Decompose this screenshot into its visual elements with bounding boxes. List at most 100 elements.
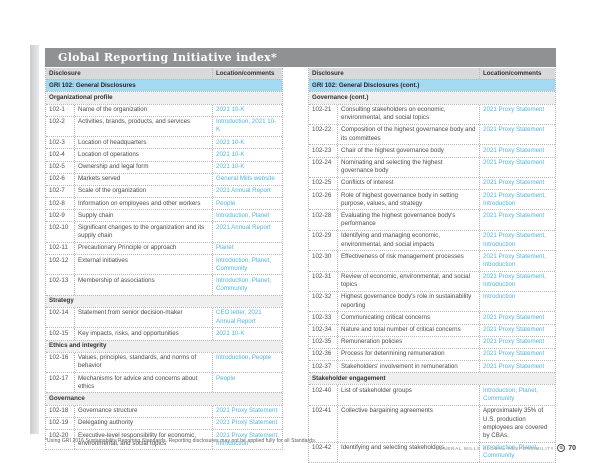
disclosure-id: 102-26 [312,191,332,199]
location-link[interactable]: 2021 Proxy Statement [479,210,555,230]
location-link[interactable]: Introduction, 2021 10-K [212,116,282,137]
location-link[interactable]: 2021 Proxy Statement [479,177,555,190]
disclosure-id: 102-29 [312,232,332,240]
location-link[interactable]: 2021 Proxy Statement [479,104,555,124]
disclosure-title: Mechanisms for advice and concerns about… [74,373,212,393]
disclosure-title: Scale of the organization [74,185,212,198]
location-link[interactable]: CEO letter, 2021 Annual Report [212,307,282,328]
disclosure-id: 102-20 [49,431,69,439]
disclosure-id: 102-30 [312,252,332,260]
gri-standard-band: GRI 102: General Disclosures (cont.) [309,79,555,92]
disclosure-id: 102-22 [312,126,332,134]
column-header-disclosure: Disclosure [49,69,81,77]
table-row: 102-42 Identifying and selecting stakehol… [309,441,555,462]
location-link[interactable]: Introduction [479,291,555,312]
table-row: 102-26 Role of highest governance body in… [309,189,555,210]
location-link[interactable]: Introduction, Planet, Community [212,275,282,295]
band-label: GRI 102: General Disclosures (cont.) [312,81,420,89]
location-link[interactable]: 2021 Proxy Statement, Introduction [212,430,282,450]
disclosure-id: 102-35 [312,338,332,346]
location-link[interactable]: 2021 Proxy Statement [479,361,555,373]
gri-table-left: Disclosure Location/comments GRI 102: Gene… [45,68,283,451]
location-link[interactable]: 2021 Proxy Statement, Introduction [479,190,555,210]
location-link[interactable]: 2021 Proxy Statement [212,417,282,429]
table-row: 102-28 Evaluating the highest governance … [309,209,555,230]
table-row: 102-9 Supply chain Introduction, Planet [46,209,282,222]
disclosure-title: Delegating authority [74,417,212,429]
location-link[interactable]: Introduction, People [212,352,282,373]
location-link[interactable]: 2021 10-K [212,161,282,173]
location-link[interactable]: 2021 Proxy Statement [479,157,555,177]
table-row: 102-23 Chair of the highest governance bo… [309,144,555,157]
disclosure-title: Executive-level responsibility for econo… [74,430,212,450]
disclosure-title: Conflicts of interest [337,177,479,190]
disclosure-title: Identifying and selecting stakeholders [337,442,479,462]
disclosure-id: 102-1 [49,106,65,114]
table-row: 102-10 Significant changes to the organiz… [46,221,282,242]
location-link[interactable]: 2021 Proxy Statement [479,336,555,348]
location-link[interactable]: 2021 Proxy Statement, Introduction [479,251,555,271]
page-footer: GENERAL MILLS GLOBAL RESPONSIBILITY G 70 [436,443,576,453]
disclosure-title: Ownership and legal form [74,161,212,173]
disclosure-id: 102-13 [49,276,69,284]
disclosure-title: Nominating and selecting the highest gov… [337,157,479,177]
disclosure-title: Activities, brands, products, and servic… [74,116,212,137]
location-text: Approximately 35% of U.S. production emp… [479,405,555,442]
location-link[interactable]: 2021 10-K [212,328,282,340]
section-band: Strategy [46,294,282,307]
location-link[interactable]: Planet [212,242,282,254]
disclosure-title: Collective bargaining agreements [337,405,479,442]
location-link[interactable]: People [212,373,282,393]
location-link[interactable]: Introduction, Planet, Community [479,385,555,405]
disclosure-title: Remuneration policies [337,336,479,348]
section-band: Stakeholder engagement [309,372,555,385]
location-link[interactable]: 2021 Proxy Statement [479,348,555,361]
gri-standard-band: GRI 102: General Disclosures [46,79,282,92]
table-row: 102-25 Conflicts of interest 2021 Proxy St… [309,176,555,190]
disclosure-title: Values, principles, standards, and norms… [74,352,212,373]
location-link[interactable]: 2021 Proxy Statement, Introduction [479,230,555,251]
disclosure-id: 102-40 [312,386,332,394]
table-row: 102-7 Scale of the organization 2021 Annua… [46,184,282,198]
disclosure-id: 102-36 [312,350,332,358]
disclosure-title: Supply chain [74,210,212,222]
table-row: 102-40 List of stakeholder groups Introduc… [309,384,555,405]
disclosure-id: 102-6 [49,175,65,183]
location-link[interactable]: General Mills website [212,173,282,185]
location-link[interactable]: Introduction, Planet [212,210,282,222]
table-row: 102-11 Precautionary Principle or approac… [46,241,282,254]
disclosure-title: Stakeholders' involvement in remuneratio… [337,361,479,373]
location-link[interactable]: 2021 10-K [212,149,282,161]
location-link[interactable]: Introduction, Planet, Community [479,442,555,462]
location-link[interactable]: 2021 10-K [212,137,282,149]
location-link[interactable]: 2021 Proxy Statement [479,145,555,157]
page-number: 70 [568,444,576,452]
location-link[interactable]: 2021 Proxy Statement [212,405,282,417]
report-name: GENERAL MILLS GLOBAL RESPONSIBILITY [435,445,555,451]
location-link[interactable]: 2021 Proxy Statement [479,324,555,336]
table-row: 102-3 Location of headquarters 2021 10-K [46,136,282,149]
location-link[interactable]: 2021 Proxy Statement [479,124,555,145]
disclosure-title: Effectiveness of risk management process… [337,251,479,271]
location-link[interactable]: 2021 10-K [212,104,282,116]
section-band: Governance [46,392,282,405]
location-link[interactable]: 2021 Annual Report [212,222,282,242]
disclosure-id: 102-5 [49,163,65,170]
table-row: 102-21 Consulting stakeholders on economi… [309,103,555,124]
disclosure-title: Highest governance body's role in sustai… [337,291,479,312]
table-row: 102-33 Communicating critical concerns 202… [309,311,555,324]
location-link[interactable]: 2021 Annual Report [212,185,282,198]
location-link[interactable]: People [212,198,282,210]
band-label: Organizational profile [49,93,113,101]
disclosure-id: 102-16 [49,354,69,362]
location-link[interactable]: 2021 Proxy Statement [479,312,555,324]
table-row: 102-18 Governance structure 2021 Proxy Sta… [46,404,282,417]
disclosure-id: 102-25 [312,179,332,187]
disclosure-title: External initiatives [74,255,212,275]
disclosure-title: Nature and total number of critical conc… [337,324,479,336]
location-link[interactable]: 2021 Proxy Statement, Introduction [479,271,555,291]
location-link[interactable]: Introduction, Planet, Community [212,255,282,275]
table-row: 102-41 Collective bargaining agreements Ap… [309,404,555,442]
table-row: 102-13 Membership of associations Introduc… [46,274,282,295]
